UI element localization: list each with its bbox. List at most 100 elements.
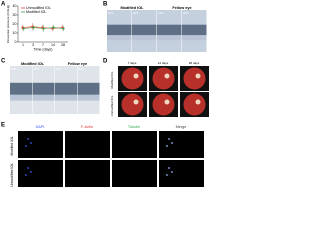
- row-title: Unmodified IOL: [110, 95, 114, 116]
- optic-disc: [195, 99, 201, 105]
- fundus: [152, 93, 175, 116]
- point: [61, 26, 64, 29]
- fundus: [152, 67, 175, 90]
- x-axis-label: Time (days): [34, 47, 53, 51]
- point: [62, 27, 65, 30]
- micrograph: [159, 160, 204, 187]
- cell-nucleus: [167, 167, 171, 169]
- cell-nucleus: [26, 167, 30, 169]
- y-tick-label: 40: [13, 4, 17, 8]
- retina-layer: [10, 94, 32, 101]
- column-title: DAPI: [36, 125, 45, 129]
- magnification: 20X: [183, 11, 188, 15]
- x-tick-label: 7: [42, 43, 44, 47]
- row-title: Modified IOL: [110, 71, 114, 88]
- magnification: 20X: [34, 67, 39, 71]
- retina-layer: [10, 82, 32, 95]
- panel-label: C: [1, 59, 6, 65]
- panel-label: B: [103, 2, 108, 8]
- retina-layer: [32, 94, 55, 101]
- micrograph: [112, 131, 157, 158]
- micrograph: [65, 160, 110, 187]
- cell-nucleus: [165, 145, 169, 147]
- point: [31, 25, 34, 28]
- cell-nucleus: [170, 142, 174, 144]
- retina-layer: [157, 24, 182, 36]
- point: [32, 26, 35, 29]
- figure: A B C D E 0 10 20 30 40 1 3 7 14 28 Time (days) Intraocu…: [0, 0, 209, 189]
- cell-nucleus: [170, 171, 174, 173]
- column-title: F-Actin: [81, 125, 93, 129]
- x-tick-label: 14: [51, 43, 55, 47]
- column-title: Tubulin: [128, 125, 140, 129]
- point: [51, 27, 54, 30]
- magnification: 10X: [158, 11, 163, 15]
- y-tick-label: 10: [13, 31, 17, 35]
- fundus: [121, 67, 144, 90]
- retina-layer: [55, 94, 77, 101]
- x-tick-label: 28: [61, 43, 65, 47]
- cell-nucleus: [165, 174, 169, 176]
- point: [52, 26, 55, 29]
- column-title: 28 days: [189, 61, 200, 65]
- panel-label: A: [1, 2, 6, 8]
- column-title: Fellow eye: [172, 6, 191, 10]
- point: [42, 27, 45, 30]
- row-title: Modified IOL: [10, 136, 14, 155]
- column-title: Merge: [176, 125, 187, 129]
- cell-nucleus: [167, 138, 171, 140]
- retina-layer: [132, 24, 157, 36]
- x-tick-label: 3: [32, 43, 34, 47]
- retina-layer: [157, 35, 182, 41]
- optic-disc: [164, 73, 170, 79]
- micrograph: [65, 131, 110, 158]
- retina-layer: [77, 94, 100, 101]
- cell-nucleus: [29, 171, 33, 173]
- retina-layer: [182, 35, 207, 41]
- retina-layer: [77, 82, 100, 95]
- retina-layer: [55, 82, 77, 95]
- fundus: [121, 93, 144, 116]
- retina-layer: [132, 35, 157, 41]
- cell-nucleus: [26, 138, 30, 140]
- cell-nucleus: [24, 145, 28, 147]
- y-axis-label: Intraocular pressure (mmHg): [6, 5, 10, 43]
- y-tick-label: 0: [15, 40, 17, 44]
- column-title: Modified IOL: [21, 62, 45, 66]
- point: [21, 26, 24, 29]
- retina-layer: [182, 24, 207, 36]
- column-title: 14 days: [158, 61, 169, 65]
- legend-entry: Modified IOL: [26, 10, 46, 14]
- retina-layer: [107, 35, 132, 41]
- micrograph: [18, 160, 63, 187]
- optic-disc: [164, 99, 170, 105]
- fundus: [183, 93, 206, 116]
- column-title: 7 days: [128, 61, 137, 65]
- magnification: 10X: [108, 11, 113, 15]
- optic-disc: [133, 99, 139, 105]
- retina-layer: [107, 24, 132, 36]
- micrograph: [159, 131, 204, 158]
- y-tick-label: 20: [13, 22, 17, 26]
- optic-disc: [133, 73, 139, 79]
- magnification: 10X: [11, 67, 16, 71]
- panel-label: D: [103, 59, 108, 65]
- cell-nucleus: [24, 174, 28, 176]
- legend-entry: Unmodified IOL: [26, 6, 51, 10]
- retina-layer: [32, 82, 55, 95]
- point: [41, 26, 44, 29]
- column-title: Modified IOL: [121, 6, 145, 10]
- optic-disc: [195, 73, 201, 79]
- panel-label: E: [1, 123, 5, 129]
- row-title: Unmodified IOL: [10, 163, 14, 187]
- column-title: Fellow eye: [68, 62, 87, 66]
- fundus: [183, 67, 206, 90]
- micrograph: [18, 131, 63, 158]
- magnification: 20X: [133, 11, 138, 15]
- cell-nucleus: [29, 142, 33, 144]
- magnification: 20X: [79, 67, 84, 71]
- magnification: 10X: [56, 67, 61, 71]
- micrograph: [112, 160, 157, 187]
- x-tick-label: 1: [22, 43, 24, 47]
- point: [22, 27, 25, 30]
